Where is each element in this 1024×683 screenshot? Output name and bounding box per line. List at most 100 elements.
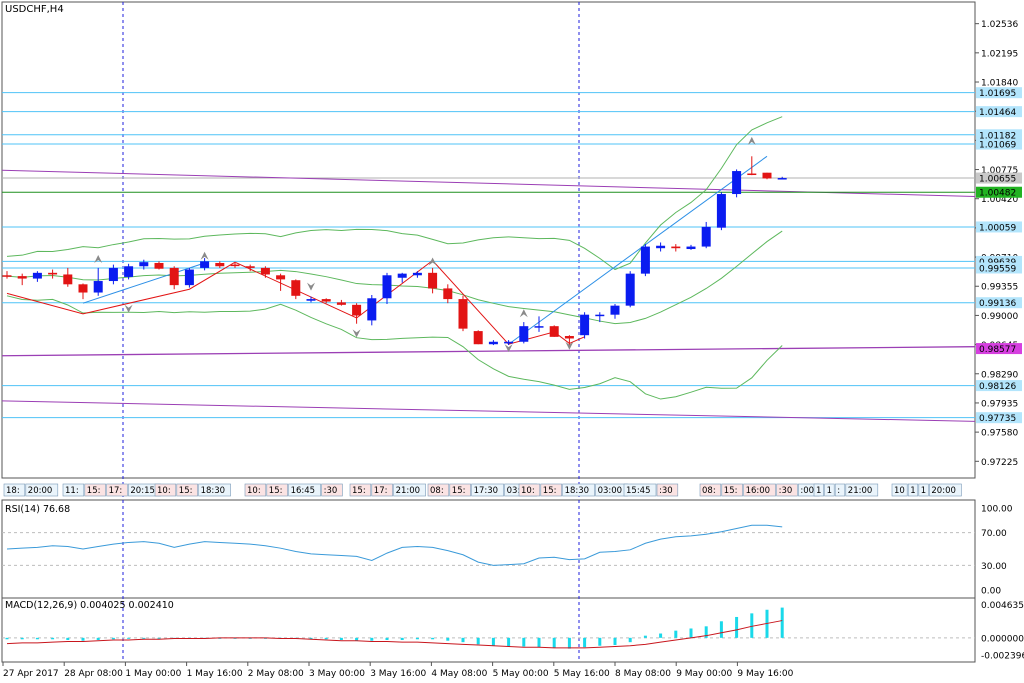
session-tag-label: 15: [724,486,738,496]
session-tag-box [540,483,562,497]
session-tag-label: 21:00 [396,486,421,496]
session-tag-label: 08: [702,486,716,496]
macd-histogram-bar [370,637,374,641]
candle-bull [732,171,742,195]
session-tag-label: 15: [543,486,557,496]
session-tag-label: 20:15 [130,486,155,496]
price-tick-label: 1.00775 [981,166,1018,176]
session-tag-label: 15: [352,486,366,496]
level-price-tag [976,186,1022,198]
macd-histogram-bar [628,637,632,643]
candle-bull [595,314,605,317]
candle-bear [291,280,301,296]
fractal-down-arrow [504,344,513,353]
macd-histogram-bar [51,637,55,640]
macd-histogram-bar [111,637,115,640]
level-price-tag [976,172,1022,184]
macd-histogram-bar [400,637,404,640]
level-price-tag [976,87,1022,99]
session-tag-label: 15: [87,486,101,496]
candle-bull [184,269,194,286]
time-tick-label: 4 May 08:00 [431,669,487,679]
candle-bull [93,281,103,293]
level-price-tag [976,380,1022,392]
candle-bear [428,272,438,289]
session-tag-box [349,483,372,497]
macd-histogram-bar [537,637,541,648]
level-price-label: 0.98126 [979,382,1016,392]
price-tick-label: 0.97935 [981,399,1018,409]
level-price-label: 0.97735 [979,414,1016,424]
candle-bull [139,262,149,267]
session-tag-box [176,483,198,497]
candle-bull [124,266,134,277]
price-tick-label: 0.99355 [981,283,1018,293]
rsi-panel[interactable] [2,524,975,566]
candle-bear [671,246,681,249]
trend-helper-line-1 [82,262,205,304]
candle-bear [78,284,88,293]
rsi-line [6,524,783,566]
level-price-label: 1.01182 [979,131,1016,141]
level-price-tag [976,297,1022,309]
session-tag-label: 15: [179,486,193,496]
level-price-tag [976,255,1022,267]
macd-histogram-bar [35,637,39,640]
price-tick-label: 0.97225 [981,458,1018,468]
fractal-down-arrow [124,304,133,313]
session-tag-label: 10: [521,486,535,496]
candle-bear [154,262,164,269]
session-tag-box [518,483,541,497]
fractal-down-arrow [565,341,574,350]
candle-bull [306,299,316,301]
rsi-tick-label: 70.00 [981,529,1007,539]
candle-bull [200,261,210,268]
session-tag-label: 1 [816,486,821,496]
macd-tick-label: -0.002396 [981,652,1024,662]
macd-histogram-bar [507,637,511,647]
candle-bull [382,275,392,299]
session-tag-label: 16:00 [746,486,771,496]
time-tick-label: 27 Apr 2017 [3,669,59,679]
level-price-label: 1.01069 [979,141,1016,151]
macd-histogram-bar [142,637,146,639]
session-tag-box [106,483,128,497]
session-tag-label: 10: [247,486,261,496]
candle-bear [245,266,255,268]
session-tag-label: : [837,486,840,496]
session-tag-box [244,483,267,497]
fractal-down-arrow [352,329,361,338]
band-upper-line [6,116,783,271]
session-tag-label: 1 [921,486,926,496]
macd-histogram-bar [385,637,389,640]
session-tag-box [471,483,504,497]
macd-histogram-bar [659,633,663,638]
session-tag-box [427,483,450,497]
session-tag-label: :00 [800,486,814,496]
candle-bull [625,273,635,306]
macd-histogram-bar [598,637,602,646]
fractal-up-arrow [747,136,756,145]
macd-histogram-bar [5,637,9,640]
rsi-tick-label: 30.00 [981,562,1007,572]
price-panel[interactable] [1,92,976,422]
session-tag-box [834,483,846,497]
macd-panel-frame [1,597,976,663]
session-tag-label: 08: [430,486,444,496]
time-tick-label: 2 May 08:00 [248,669,304,679]
session-tag-label: 1 [827,486,832,496]
candle-bear [48,272,58,275]
session-tag-label: 20:00 [28,486,53,496]
session-tag-label: 16:45 [291,486,316,496]
macd-panel[interactable] [2,607,975,649]
macd-histogram-bar [20,637,24,640]
rsi-label: RSI(14) 76.68 [5,504,70,515]
session-tag-label: 15: [269,486,283,496]
session-tag-box [907,483,919,497]
candle-bear [276,275,286,280]
level-price-tag [976,343,1022,355]
candle-bear [458,299,468,329]
time-tick-label: 3 May 16:00 [370,669,426,679]
macd-histogram-bar [613,637,617,646]
price-tick-label: 0.98290 [981,370,1018,380]
